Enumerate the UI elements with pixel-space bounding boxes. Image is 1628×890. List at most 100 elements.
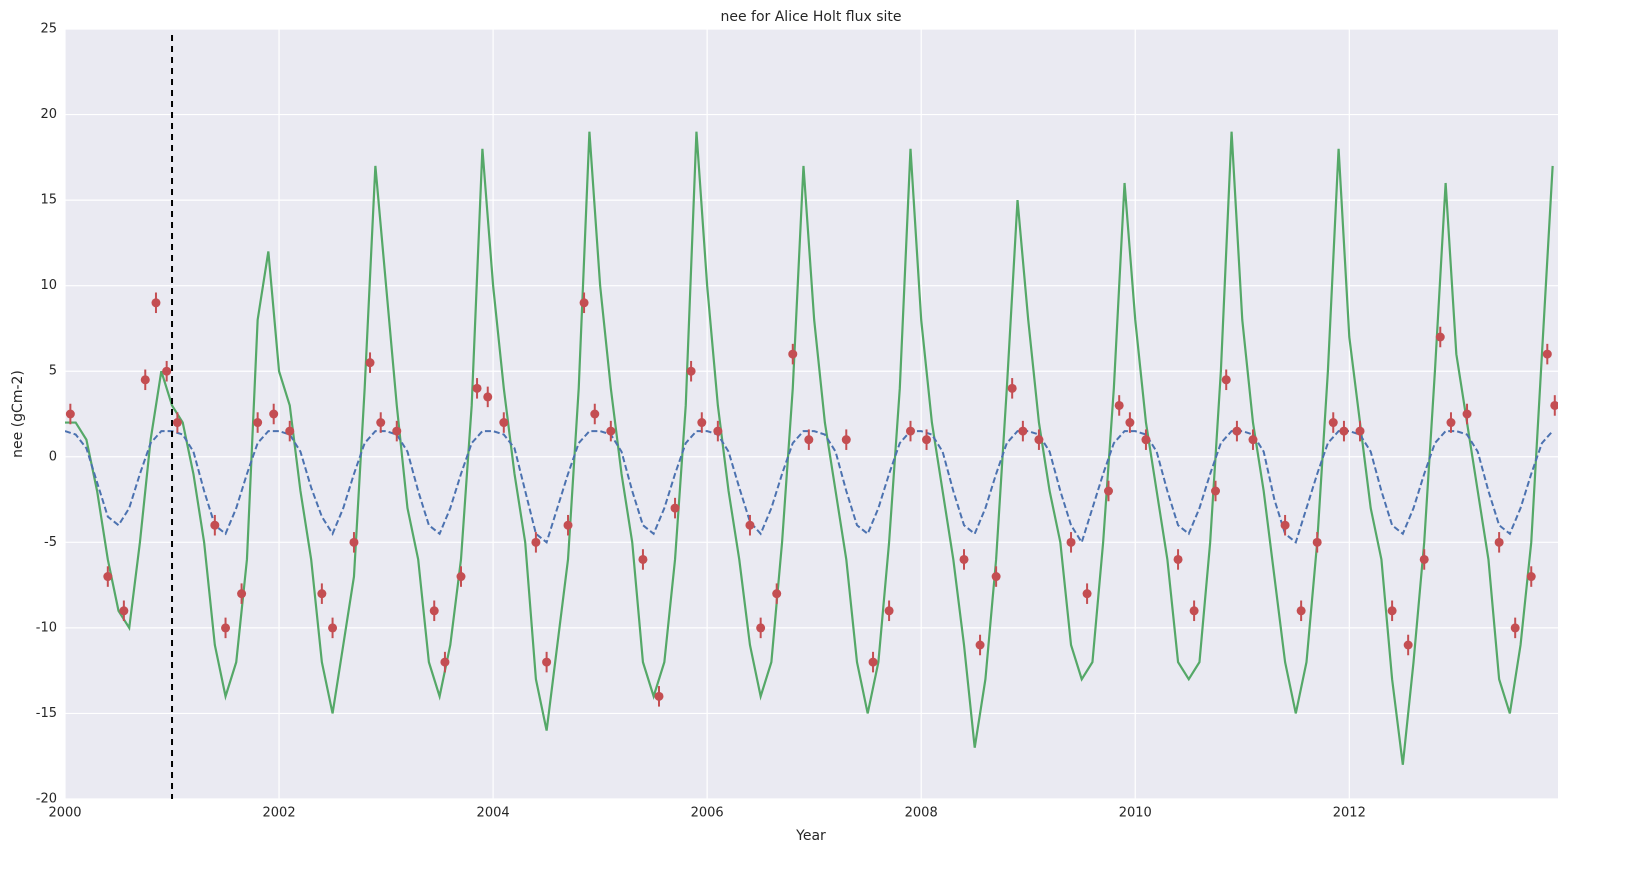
observation xyxy=(1526,572,1536,582)
observation xyxy=(499,418,509,428)
observation xyxy=(162,366,172,376)
observation xyxy=(975,640,985,650)
observation xyxy=(1355,426,1365,436)
observation xyxy=(905,426,915,436)
observation xyxy=(317,589,327,599)
y-axis-label: nee (gCm-2) xyxy=(10,370,26,458)
observation xyxy=(606,426,616,436)
observation xyxy=(376,418,386,428)
observation xyxy=(456,572,466,582)
observation xyxy=(365,358,375,368)
x-tick-label: 2004 xyxy=(477,806,510,821)
observation xyxy=(210,520,220,530)
observation xyxy=(745,520,755,530)
plot-area xyxy=(65,29,1558,799)
y-tick-label: -10 xyxy=(36,620,57,635)
observation xyxy=(1007,383,1017,393)
observation xyxy=(1550,400,1558,410)
y-tick-label: 25 xyxy=(40,22,57,37)
observation xyxy=(237,589,247,599)
observation xyxy=(1280,520,1290,530)
observation xyxy=(392,426,402,436)
x-tick-label: 2010 xyxy=(1119,806,1152,821)
observation xyxy=(697,418,707,428)
y-tick-label: -15 xyxy=(36,706,57,721)
observation xyxy=(868,657,878,667)
observation xyxy=(1173,554,1183,564)
observation xyxy=(1221,375,1231,385)
observation xyxy=(328,623,338,633)
observation xyxy=(1446,418,1456,428)
observation xyxy=(440,657,450,667)
observation xyxy=(1435,332,1445,342)
observation xyxy=(1339,426,1349,436)
observation xyxy=(221,623,231,633)
observation xyxy=(1232,426,1242,436)
observation xyxy=(542,657,552,667)
observation xyxy=(1387,606,1397,616)
observation xyxy=(1082,589,1092,599)
observation xyxy=(1403,640,1413,650)
observation xyxy=(429,606,439,616)
observation xyxy=(269,409,279,419)
observation xyxy=(472,383,482,393)
observation xyxy=(713,426,723,436)
observation xyxy=(349,537,359,547)
observation xyxy=(1542,349,1552,359)
observation xyxy=(772,589,782,599)
y-tick-label: 5 xyxy=(49,364,57,379)
y-tick-label: 20 xyxy=(40,107,57,122)
observation xyxy=(841,435,851,445)
observation xyxy=(884,606,894,616)
observation xyxy=(140,375,150,385)
series-line xyxy=(65,131,1554,765)
observation xyxy=(1510,623,1520,633)
observation xyxy=(959,554,969,564)
x-tick-label: 2002 xyxy=(263,806,296,821)
plot xyxy=(65,35,1558,799)
y-tick-label: 0 xyxy=(49,449,57,464)
observation xyxy=(1125,418,1135,428)
observation xyxy=(1103,486,1113,496)
observation xyxy=(1018,426,1028,436)
y-tick-label: 10 xyxy=(40,278,57,293)
observation xyxy=(1248,435,1258,445)
observation xyxy=(1312,537,1322,547)
series-line xyxy=(65,430,1554,545)
observation xyxy=(756,623,766,633)
observation xyxy=(1189,606,1199,616)
observation xyxy=(1296,606,1306,616)
x-tick-label: 2012 xyxy=(1333,806,1366,821)
observation xyxy=(590,409,600,419)
observation xyxy=(1494,537,1504,547)
x-axis-label: Year xyxy=(795,828,826,844)
observation xyxy=(531,537,541,547)
observation xyxy=(1419,554,1429,564)
observation xyxy=(579,298,589,308)
chart-title: nee for Alice Holt flux site xyxy=(720,9,901,25)
observation xyxy=(1211,486,1221,496)
observation xyxy=(253,418,263,428)
observation xyxy=(1328,418,1338,428)
observation xyxy=(119,606,129,616)
observation xyxy=(65,409,75,419)
observation xyxy=(991,572,1001,582)
observation xyxy=(1462,409,1472,419)
observation xyxy=(563,520,573,530)
observation xyxy=(638,554,648,564)
observation xyxy=(1034,435,1044,445)
observation xyxy=(804,435,814,445)
x-tick-label: 2008 xyxy=(905,806,938,821)
observation xyxy=(788,349,798,359)
y-tick-label: -20 xyxy=(36,792,57,807)
observation xyxy=(151,298,161,308)
observation xyxy=(686,366,696,376)
observation xyxy=(922,435,932,445)
observation xyxy=(483,392,493,402)
observation xyxy=(670,503,680,513)
observation xyxy=(103,572,113,582)
observation xyxy=(1066,537,1076,547)
observation xyxy=(1114,400,1124,410)
x-tick-label: 2006 xyxy=(691,806,724,821)
